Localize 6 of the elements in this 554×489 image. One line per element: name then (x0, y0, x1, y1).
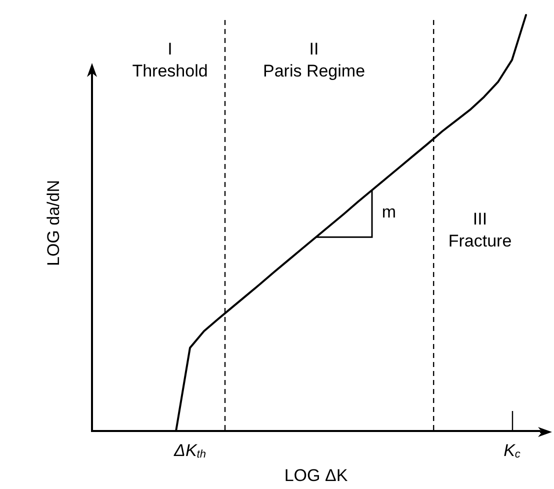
x-axis-title: LOG ΔK (284, 466, 348, 485)
annotation: III Fracture (448, 210, 512, 250)
annotation: II Paris Regime (262, 40, 366, 80)
y-axis-title: LOG da/dN (44, 180, 63, 266)
annotation: m (382, 202, 396, 222)
annotation: I Threshold (132, 40, 208, 80)
